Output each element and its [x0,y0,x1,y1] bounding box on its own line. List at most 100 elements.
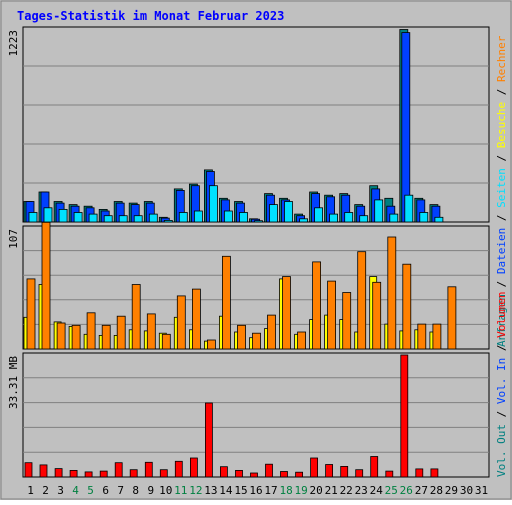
bar-volumen-day-14 [219,466,228,478]
bar-seiten-day-3 [58,208,68,223]
bar-volumen-day-2 [39,464,48,478]
bar-seiten-day-28 [434,216,444,223]
bar-seiten-day-13 [208,185,218,223]
legend-separator: / [495,338,508,358]
bar-seiten-day-17 [269,204,278,223]
legend-entry-seiten: Seiten [495,168,508,208]
bar-dateien-day-26 [401,32,411,223]
bar-volumen-day-19 [295,471,304,478]
bar-rechner-day-16 [252,332,261,350]
bar-seiten-day-19 [299,218,309,223]
bar-volumen-day-8 [129,469,138,478]
bar-seiten-day-15 [239,212,248,223]
x-tick-label: 14 [219,484,233,497]
bar-seiten-day-8 [133,215,143,223]
x-tick-label: 27 [415,484,428,497]
x-tick-label: 15 [234,484,247,497]
bar-rechner-day-10 [161,333,171,350]
bar-rechner-day-23 [357,251,367,350]
bar-seiten-day-24 [374,199,384,223]
bar-volumen-day-18 [280,471,288,478]
bar-seiten-day-25 [389,213,399,223]
y-max-label: 107 [7,229,20,249]
legend-separator: / [495,82,508,102]
bar-seiten-day-27 [419,212,429,223]
bar-seiten-day-6 [103,215,113,223]
bar-volumen-day-1 [24,462,33,478]
x-tick-label: 17 [264,484,277,497]
bar-volumen-day-17 [265,463,273,478]
bar-rechner-day-8 [131,284,141,350]
x-tick-label: 28 [430,484,443,497]
bar-rechner-day-25 [387,236,397,350]
bar-volumen-day-10 [159,469,168,478]
x-tick-label: 24 [370,484,384,497]
x-tick-label: 29 [445,484,458,497]
chart-title: Tages-Statistik im Monat Februar 2023 [17,9,284,23]
x-tick-label: 22 [340,484,353,497]
legend-entry-dateien: Dateien [495,228,508,274]
bar-seiten-day-20 [314,207,324,223]
bar-volumen-day-4 [69,469,78,478]
bar-volumen-day-5 [84,471,93,478]
bar-volumen-day-23 [355,469,364,478]
bar-volumen-day-13 [204,402,213,478]
legend-separator: / [495,274,508,294]
bar-rechner-day-17 [267,314,276,350]
bar-rechner-day-27 [417,323,427,350]
bar-rechner-day-21 [327,280,337,350]
bar-seiten-day-9 [148,213,158,223]
bar-volumen-day-22 [340,465,349,478]
bar-seiten-day-16 [254,220,263,223]
x-tick-label: 26 [400,484,413,497]
bar-rechner-day-18 [282,276,291,350]
x-tick-label: 30 [460,484,473,497]
bar-volumen-day-3 [54,468,63,478]
bar-rechner-day-28 [432,323,442,350]
bar-rechner-day-7 [116,315,126,350]
bar-volumen-day-24 [370,456,379,478]
x-tick-label: 3 [57,484,64,497]
bar-rechner-day-20 [312,261,322,350]
bar-volumen-day-7 [114,462,123,478]
bar-seiten-day-26 [404,194,414,223]
right-legend: Anfragen / Dateien / Seiten / Besuche / … [495,35,508,477]
x-tick-label: 7 [117,484,124,497]
legend-entry-anfragen: Anfragen [495,294,508,347]
bar-seiten-day-2 [43,207,53,223]
panel-visits: 107 [7,221,490,350]
legend-separator: / [495,208,508,228]
x-tick-label: 20 [309,484,322,497]
bar-volumen-day-26 [400,354,409,478]
bar-volumen-day-20 [310,457,319,478]
bar-rechner-day-13 [206,339,216,350]
legend-entry-besuche: Besuche [495,102,508,148]
legend-entry-volumen: Volumen [495,292,508,338]
legend-entry-vol-in: Vol. In [495,358,508,404]
x-tick-label: 6 [102,484,109,497]
x-tick-label: 19 [294,484,307,497]
legend-separator: / [495,148,508,168]
panel-requests: 1223 [7,26,490,223]
bar-seiten-day-7 [118,215,128,223]
bar-rechner-day-19 [297,331,307,350]
x-axis-day-labels: 1 2 3 4 5 6 7 8 9 10 11 12 13 14 15 16 17 18 19 20 21 22 23 24 2… [27,484,488,497]
bar-rechner-day-9 [146,313,156,350]
bar-rechner-day-26 [402,263,412,350]
bar-volumen-day-27 [415,468,424,478]
panel-volume: 33.31 MB [7,352,490,478]
x-tick-label: 31 [475,484,488,497]
y-max-label: 33.31 MB [7,356,20,409]
bar-rechner-day-22 [342,292,352,350]
bar-rechner-day-2 [41,221,51,350]
x-tick-label: 13 [204,484,217,497]
legend-entry-vol-out: Vol. Out [495,424,508,477]
x-tick-label: 10 [159,484,172,497]
bar-seiten-day-14 [223,210,233,223]
bar-rechner-day-4 [71,324,81,350]
bar-rechner-day-1 [26,278,36,350]
x-tick-label: 25 [385,484,398,497]
